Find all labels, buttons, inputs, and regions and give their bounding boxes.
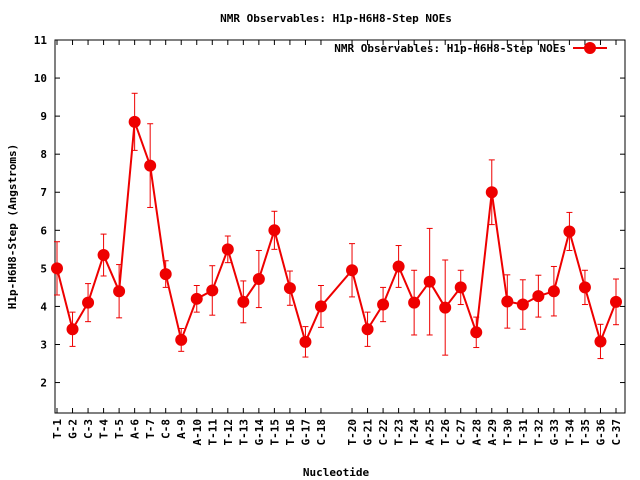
- x-tick-label: T-4: [98, 419, 111, 439]
- x-tick-label: T-13: [237, 419, 250, 446]
- data-point: [66, 323, 79, 336]
- series-layer: [51, 92, 622, 360]
- data-point: [454, 281, 467, 294]
- x-tick-label: A-29: [486, 419, 499, 446]
- x-tick-label: C-3: [82, 419, 95, 439]
- data-point: [237, 295, 250, 308]
- data-point: [252, 273, 265, 286]
- x-axis: T-1 G-2 C-3 T-4 T-5 A-6 T-7 C-8 A-9 A-10 T-11 T-12 T…: [51, 40, 623, 446]
- x-tick-label: T-30: [501, 419, 514, 446]
- x-tick-label: T-15: [268, 419, 281, 446]
- x-tick-label: C-8: [160, 419, 173, 439]
- chart-title: NMR Observables: H1p-H6H8-Step NOEs: [220, 12, 452, 25]
- y-tick-label: 9: [40, 110, 47, 123]
- data-point: [485, 186, 498, 199]
- x-tick-label: G-33: [548, 419, 561, 446]
- x-axis-label: Nucleotide: [303, 466, 370, 479]
- data-point: [392, 260, 405, 273]
- x-tick-label: T-32: [532, 419, 545, 446]
- data-point: [299, 335, 312, 348]
- data-point: [516, 298, 529, 311]
- y-tick-label: 7: [40, 186, 47, 199]
- data-point: [610, 295, 622, 308]
- legend: NMR Observables: H1p-H6H8-Step NOEs: [334, 42, 607, 55]
- y-tick-label: 2: [40, 377, 47, 390]
- data-point: [470, 326, 483, 339]
- x-tick-label: T-7: [144, 419, 157, 439]
- data-point: [144, 159, 157, 172]
- data-point: [377, 298, 390, 311]
- y-tick-label: 3: [40, 338, 47, 351]
- x-tick-label: T-12: [222, 419, 235, 446]
- x-tick-label: G-2: [67, 419, 80, 439]
- data-point: [408, 296, 421, 309]
- data-point: [547, 285, 560, 298]
- x-tick-label: T-24: [408, 419, 421, 446]
- data-point: [175, 333, 188, 346]
- x-tick-label: T-26: [439, 419, 452, 446]
- y-tick-label: 5: [40, 262, 47, 275]
- x-tick-label: C-22: [377, 419, 390, 446]
- data-point: [82, 296, 95, 309]
- x-tick-label: A-9: [175, 419, 188, 439]
- x-tick-label: T-35: [579, 419, 592, 446]
- x-tick-label: G-14: [253, 419, 266, 446]
- x-tick-label: C-37: [610, 419, 623, 446]
- x-tick-label: T-1: [51, 419, 64, 439]
- data-point: [51, 262, 63, 275]
- x-tick-label: A-28: [470, 419, 483, 446]
- data-point: [190, 292, 203, 305]
- x-tick-label: T-11: [206, 419, 219, 446]
- x-tick-label: C-27: [455, 419, 468, 446]
- x-tick-label: T-34: [563, 419, 576, 446]
- series-line: [56, 120, 617, 343]
- x-tick-label: A-10: [191, 419, 204, 446]
- y-tick-label: 8: [40, 148, 47, 161]
- legend-marker: [584, 42, 596, 54]
- x-tick-label: T-23: [393, 419, 406, 446]
- data-point: [97, 249, 110, 262]
- data-point: [206, 284, 219, 297]
- x-tick-label: G-36: [594, 419, 607, 446]
- x-tick-label: A-6: [129, 419, 142, 439]
- x-tick-label: T-16: [284, 419, 297, 446]
- y-tick-label: 6: [40, 224, 47, 237]
- data-point: [159, 268, 172, 281]
- y-axis-label: H1p-H6H8-Step (Angstroms): [6, 144, 19, 310]
- y-tick-label: 4: [40, 300, 47, 313]
- data-point: [314, 300, 327, 313]
- data-point: [268, 224, 281, 237]
- data-point: [439, 301, 452, 314]
- x-tick-label: A-25: [424, 419, 437, 446]
- data-point: [594, 335, 607, 348]
- x-tick-label: T-20: [346, 419, 359, 446]
- data-point: [578, 281, 591, 294]
- x-tick-label: T-5: [113, 419, 126, 439]
- data-point: [113, 285, 126, 298]
- data-point: [423, 275, 436, 288]
- x-tick-label: G-17: [299, 419, 312, 446]
- data-point: [532, 290, 545, 303]
- x-tick-label: C-18: [315, 419, 328, 446]
- plot-area: [54, 39, 626, 414]
- plot-frame: [54, 39, 626, 414]
- y-axis: 2 3 4 5 6 7 8 9 10 11: [34, 34, 625, 390]
- data-point: [221, 243, 234, 256]
- legend-label: NMR Observables: H1p-H6H8-Step NOEs: [334, 42, 566, 55]
- data-point: [346, 264, 359, 277]
- data-point: [501, 295, 514, 308]
- x-tick-label: G-21: [362, 419, 375, 446]
- data-point: [128, 115, 141, 128]
- y-tick-label: 10: [34, 72, 47, 85]
- x-tick-label: T-31: [517, 419, 530, 446]
- data-point: [283, 282, 296, 295]
- data-point: [361, 323, 374, 336]
- y-tick-label: 11: [34, 34, 48, 47]
- data-point: [563, 225, 576, 238]
